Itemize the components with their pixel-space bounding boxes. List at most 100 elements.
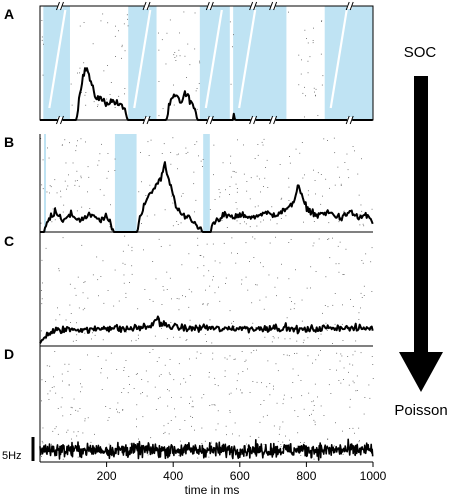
spike [158, 357, 160, 359]
spike [233, 171, 235, 173]
spike [124, 93, 125, 95]
spike [297, 432, 299, 434]
spike [260, 404, 262, 405]
spike [302, 92, 304, 94]
spike [87, 166, 89, 168]
spike [97, 104, 99, 106]
spike [55, 426, 57, 428]
spike [191, 291, 193, 293]
spike [100, 20, 102, 22]
spike [103, 70, 105, 72]
spike [350, 299, 351, 300]
spike [214, 377, 216, 379]
spike [138, 191, 140, 193]
spike [79, 408, 81, 409]
spike [322, 312, 323, 314]
spike [320, 350, 321, 351]
axis-break-gap [144, 117, 150, 123]
spike [237, 139, 238, 141]
spike [69, 304, 71, 306]
spike [219, 262, 221, 264]
spike [60, 406, 62, 408]
spike [329, 257, 331, 259]
spike [152, 300, 154, 302]
axis-break-mark [56, 115, 60, 125]
spike [225, 283, 226, 284]
spike [320, 53, 322, 55]
spike [116, 408, 117, 410]
panel-letter-b: B [4, 134, 14, 150]
spike [254, 206, 256, 208]
spike [279, 428, 281, 430]
spike [137, 334, 139, 336]
spike [263, 138, 265, 140]
spike [53, 386, 55, 388]
spike [202, 303, 204, 305]
spike [300, 73, 302, 75]
spike [371, 208, 373, 210]
spike [329, 369, 331, 370]
spike [224, 376, 226, 377]
spike [257, 205, 259, 207]
spike [267, 187, 269, 188]
spike [62, 144, 63, 146]
spike [46, 365, 48, 367]
spike [41, 36, 43, 38]
spike [80, 391, 81, 393]
spike [51, 387, 53, 388]
spike [235, 183, 237, 185]
spike [114, 107, 116, 108]
spike [49, 365, 51, 367]
spike [247, 445, 249, 447]
spike [288, 200, 290, 201]
spike [82, 309, 84, 311]
spike [342, 304, 343, 306]
spike [41, 330, 42, 332]
shaded-interval [43, 134, 46, 232]
axis-break-mark [142, 1, 147, 11]
spike [136, 443, 138, 445]
spike [169, 359, 171, 360]
spike [77, 140, 78, 142]
spike [203, 256, 205, 258]
spike [356, 390, 358, 391]
axis-break-gap [207, 117, 213, 123]
spike [154, 214, 156, 216]
spike [145, 370, 147, 372]
spike [236, 380, 238, 382]
panel-a: A [4, 1, 374, 125]
spike [150, 139, 152, 141]
spike [294, 303, 296, 305]
spike [114, 35, 116, 37]
spike [206, 304, 208, 306]
spike [169, 277, 171, 279]
spike [45, 381, 46, 382]
spike [97, 164, 99, 166]
spike [239, 223, 241, 225]
spike [148, 155, 150, 156]
spike [42, 427, 44, 429]
spike [326, 330, 328, 331]
spike [45, 338, 47, 340]
spike [174, 408, 175, 410]
spike [320, 203, 322, 205]
spike [260, 221, 262, 223]
spike [286, 317, 288, 319]
spike [343, 379, 344, 380]
spike [81, 206, 83, 208]
spike [230, 155, 232, 157]
spike [224, 370, 226, 372]
spike [60, 190, 61, 192]
spike [69, 384, 70, 386]
spike [362, 262, 364, 264]
spike [202, 304, 204, 305]
spike [287, 209, 289, 210]
rate-curve-d [39, 438, 374, 461]
spike [260, 191, 261, 193]
spike [85, 141, 86, 143]
spike [173, 336, 174, 338]
spike [256, 175, 258, 177]
spike [41, 259, 43, 261]
spike [206, 341, 207, 342]
spike [295, 148, 297, 150]
